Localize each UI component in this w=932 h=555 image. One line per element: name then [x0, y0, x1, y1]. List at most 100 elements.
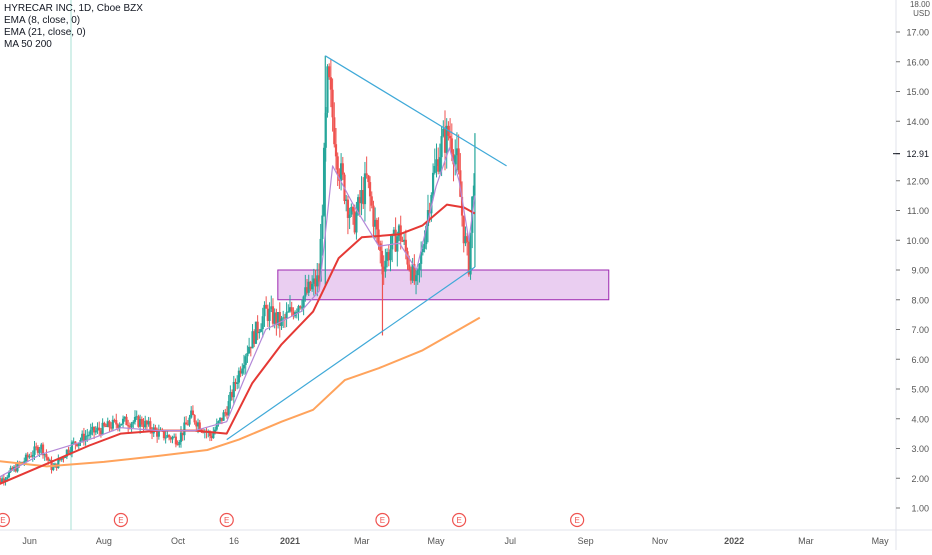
- candle-body: [316, 275, 319, 287]
- candle-body: [99, 430, 103, 435]
- time-tick-label: Aug: [96, 536, 112, 546]
- candle-body: [437, 159, 440, 172]
- earnings-marker[interactable]: [375, 512, 390, 528]
- candle-body: [350, 206, 353, 215]
- candle-body: [382, 266, 385, 272]
- currency-top: 18.00: [909, 0, 930, 9]
- candle-body: [7, 471, 11, 478]
- candle-body: [2, 478, 5, 482]
- candle-body: [79, 439, 82, 443]
- earnings-marker[interactable]: [113, 512, 128, 528]
- candle-body: [91, 426, 94, 430]
- candle-body: [125, 416, 128, 426]
- candle-body: [69, 451, 72, 453]
- candle-body: [431, 172, 435, 195]
- candle-body: [184, 422, 188, 425]
- candle-body: [351, 206, 355, 212]
- candle-body: [188, 417, 191, 425]
- candle-body: [65, 449, 68, 457]
- candle-body: [94, 430, 97, 433]
- ema21-line[interactable]: [0, 203, 476, 488]
- currency-label: 18.00 USD: [910, 0, 930, 18]
- trendline[interactable]: [324, 55, 507, 167]
- candle-body: [179, 432, 183, 442]
- candle-body: [443, 128, 447, 153]
- earnings-marker[interactable]: [219, 512, 234, 528]
- candle-body: [242, 364, 246, 369]
- support-zone-rect[interactable]: [277, 269, 610, 301]
- time-tick-label: Mar: [354, 536, 370, 546]
- candle-body: [132, 421, 135, 424]
- price-tick-label: 12.00: [906, 176, 929, 186]
- indicator-ema21[interactable]: EMA (21, close, 0): [4, 27, 86, 38]
- candle-body: [403, 239, 406, 242]
- indicator-ema8[interactable]: EMA (8, close, 0): [4, 15, 81, 26]
- ema8-line[interactable]: [0, 147, 476, 481]
- candle-body: [181, 432, 184, 436]
- candle-body: [466, 236, 469, 242]
- price-tick-label: 12.91: [906, 149, 929, 159]
- candle-body: [212, 432, 215, 439]
- candle-body: [40, 444, 43, 450]
- trendline[interactable]: [226, 266, 476, 441]
- candle-body: [200, 429, 203, 431]
- chart-title: HYRECAR INC, 1D, Cboe BZX: [4, 3, 143, 14]
- candle-body: [178, 441, 181, 445]
- candle-body: [190, 410, 193, 418]
- candle-body: [322, 147, 326, 216]
- candle-body: [58, 459, 62, 461]
- candle-body: [384, 260, 387, 272]
- candle-body: [321, 215, 324, 239]
- candle-body: [230, 391, 234, 398]
- candle-body: [110, 427, 113, 429]
- earnings-marker[interactable]: [0, 512, 10, 528]
- candle-body: [70, 442, 74, 452]
- candle-body: [171, 437, 174, 440]
- candle-body: [156, 430, 159, 437]
- time-tick-label: May: [872, 536, 890, 546]
- candle-body: [166, 435, 169, 438]
- candle-body: [273, 312, 276, 324]
- candle-body: [334, 144, 338, 157]
- candle-body: [258, 331, 261, 334]
- candle-body: [26, 454, 29, 458]
- candle-body: [86, 435, 89, 437]
- candle-body: [319, 238, 322, 282]
- candle-body: [357, 197, 360, 213]
- price-tick-label: 11.00: [907, 206, 929, 216]
- candle-body: [220, 417, 223, 421]
- candle-body: [397, 225, 401, 237]
- candle-body: [244, 356, 247, 365]
- price-tick-label: 16.00: [906, 57, 929, 67]
- candle-body: [287, 311, 290, 313]
- candle-body: [253, 331, 256, 344]
- candle-body: [4, 479, 7, 482]
- candle-body: [232, 381, 235, 398]
- currency-code: USD: [913, 9, 930, 18]
- candle-body: [154, 427, 157, 431]
- candle-body: [98, 427, 101, 431]
- indicator-ma200[interactable]: MA 50 200: [4, 39, 52, 50]
- candle-body: [292, 311, 295, 317]
- candle-body: [45, 454, 48, 458]
- ma200-line[interactable]: [0, 316, 481, 468]
- candle-body: [372, 205, 375, 227]
- candle-body: [275, 312, 278, 325]
- earnings-marker[interactable]: [452, 512, 467, 528]
- candle-body: [370, 196, 373, 206]
- candle-body: [404, 239, 407, 252]
- candle-body: [137, 416, 140, 427]
- earnings-marker[interactable]: [570, 512, 585, 528]
- candle-body: [236, 382, 239, 384]
- price-tick-label: 5.00: [911, 385, 929, 395]
- candle-body: [416, 269, 419, 276]
- candle-body: [469, 232, 472, 275]
- candle-body: [348, 214, 351, 218]
- candle-body: [106, 421, 109, 427]
- candle-body: [6, 477, 9, 480]
- time-tick-label: 16: [229, 536, 239, 546]
- candle-body: [31, 454, 34, 457]
- candle-body: [33, 446, 36, 455]
